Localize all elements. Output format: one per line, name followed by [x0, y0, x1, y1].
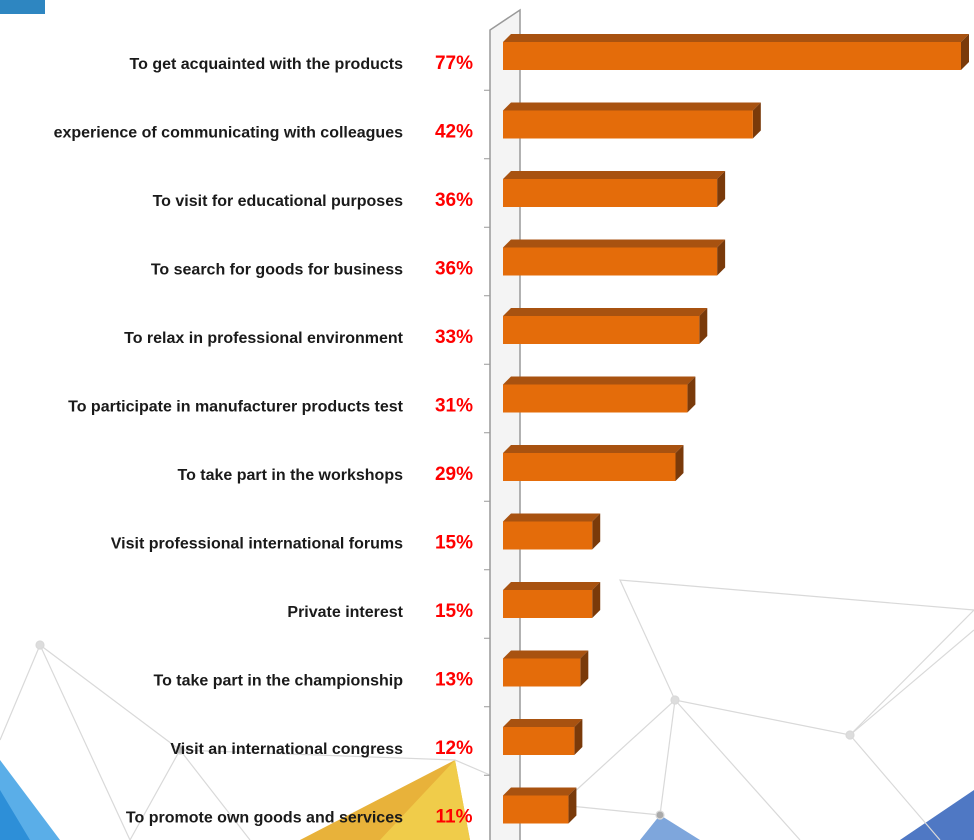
bar-top — [503, 171, 726, 179]
decor-shape — [0, 790, 30, 840]
value-label: 77% — [435, 53, 473, 74]
category-label: To visit for educational purposes — [153, 193, 404, 210]
category-label: To relax in professional environment — [124, 330, 404, 347]
value-label: 36% — [435, 259, 473, 280]
bar-top — [503, 102, 761, 111]
value-label: 33% — [435, 327, 473, 348]
bar — [503, 590, 593, 618]
decor-line — [619, 579, 974, 840]
bar — [503, 247, 718, 276]
category-label: To participate in manufacturer products … — [68, 399, 404, 416]
decor-node — [35, 640, 45, 650]
bar-side — [717, 239, 726, 276]
bar-top — [503, 239, 726, 248]
background-decor — [0, 579, 974, 840]
decor-line — [559, 698, 801, 840]
decor-line — [39, 644, 251, 840]
bar-top — [503, 308, 708, 316]
category-label: To search for goods for business — [151, 262, 403, 279]
bar-side — [961, 34, 969, 70]
category-label: Visit professional international forums — [111, 536, 403, 553]
bar-top — [503, 445, 684, 453]
category-label: Visit an international congress — [170, 741, 403, 758]
axis-line — [489, 8, 521, 840]
bar-side — [699, 308, 708, 344]
bar-side — [752, 102, 761, 139]
bar-side — [675, 445, 684, 481]
bar-top — [503, 787, 577, 796]
value-label: 31% — [435, 396, 473, 417]
decor-shape — [640, 815, 700, 840]
bar — [503, 795, 569, 824]
category-label: To take part in the championship — [153, 673, 403, 690]
bar — [503, 316, 700, 344]
category-label: Private interest — [287, 604, 403, 621]
bar — [503, 42, 961, 70]
category-label: To get acquainted with the products — [130, 56, 404, 73]
bar-top — [503, 582, 601, 590]
value-label: 15% — [435, 533, 473, 554]
bar-side — [568, 787, 577, 824]
decor-node — [655, 810, 665, 820]
bar — [503, 521, 593, 550]
decor-node — [845, 730, 855, 740]
value-label: 42% — [435, 122, 473, 143]
category-label: To take part in the workshops — [177, 467, 403, 484]
bar-side — [592, 513, 601, 550]
bar-top — [503, 719, 583, 727]
bar — [503, 110, 753, 139]
bar-top — [503, 376, 696, 385]
value-label: 11% — [436, 807, 473, 828]
axis-wall — [490, 10, 520, 840]
category-label: experience of communicating with colleag… — [54, 125, 404, 142]
value-label: 29% — [435, 464, 473, 485]
bar — [503, 658, 581, 687]
bar — [503, 179, 718, 207]
value-label: 36% — [435, 190, 473, 211]
decor-node — [670, 695, 680, 705]
corner-tab — [0, 0, 45, 14]
bar-side — [687, 376, 696, 413]
decor-node — [175, 745, 185, 755]
category-label: To promote own goods and services — [126, 810, 403, 827]
bar — [503, 727, 575, 755]
bar — [503, 453, 676, 481]
bar-side — [580, 650, 589, 687]
bar-top — [503, 650, 589, 659]
bar-top — [503, 513, 601, 522]
decor-shape — [900, 790, 974, 840]
bar-side — [592, 582, 601, 618]
bar-side — [717, 171, 726, 207]
decor-shape — [380, 760, 470, 840]
bar-side — [574, 719, 583, 755]
value-label: 13% — [435, 670, 473, 691]
decor-line — [0, 629, 974, 806]
bar-top — [503, 34, 969, 42]
value-label: 12% — [435, 738, 473, 759]
bar — [503, 384, 688, 413]
value-label: 15% — [435, 601, 473, 622]
